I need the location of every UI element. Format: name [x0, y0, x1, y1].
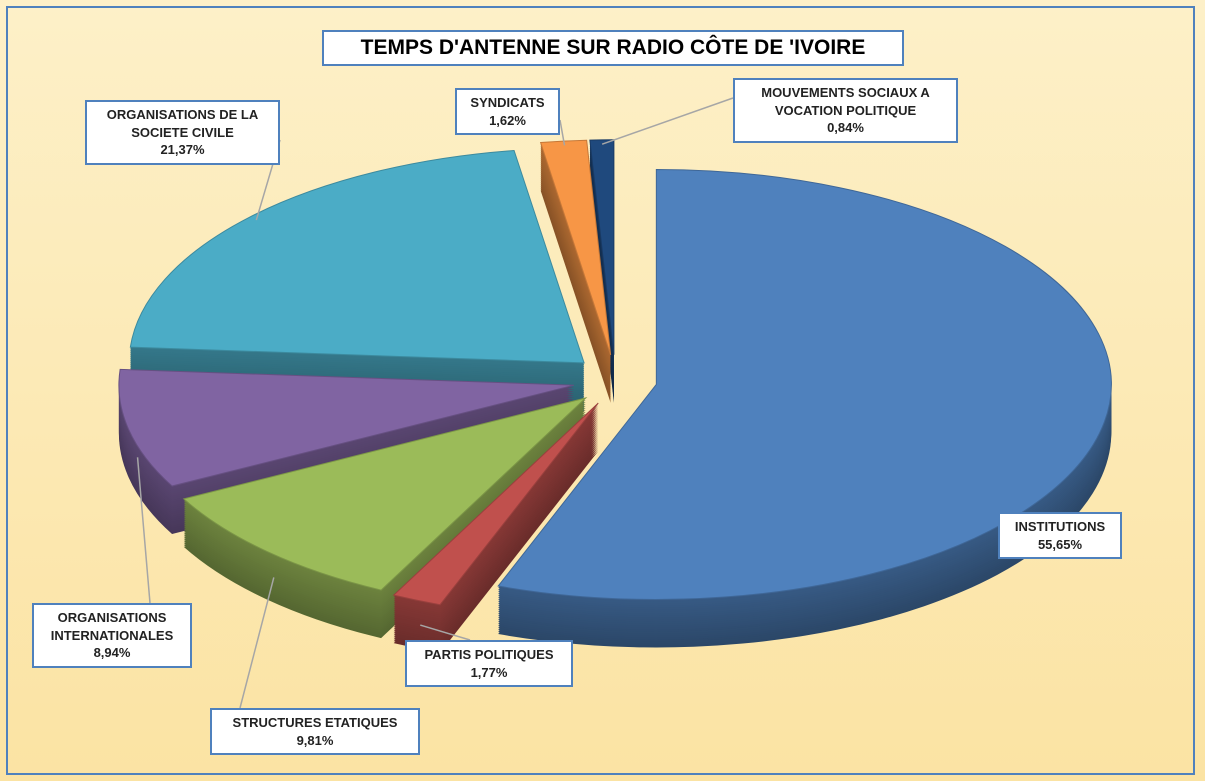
slice-side: [540, 178, 611, 393]
label-name: INSTITUTIONS: [1014, 519, 1106, 534]
data-label: ORGANISATIONS DE LA SOCIETE CIVILE 21,37%: [85, 100, 280, 165]
slice-side: [540, 152, 611, 367]
slice-side: [540, 144, 611, 359]
slice-side: [540, 148, 611, 363]
slice-side: [540, 154, 611, 369]
data-label: MOUVEMENTS SOCIAUX A VOCATION POLITIQUE 0…: [733, 78, 958, 143]
slice-side: [540, 188, 611, 403]
chart-frame: [6, 6, 1195, 775]
label-value: 9,81%: [296, 732, 334, 748]
slice-side: [540, 150, 611, 365]
slice-side: [540, 180, 611, 395]
label-name: ORGANISATIONS DE LA SOCIETE CIVILE: [106, 107, 259, 140]
slice: [497, 168, 1112, 600]
leader-line: [420, 624, 471, 641]
slice-side: [540, 172, 611, 387]
slice-side: [540, 186, 611, 401]
label-name: STRUCTURES ETATIQUES: [232, 715, 398, 730]
leader-line: [136, 457, 151, 604]
slice-side: [540, 176, 611, 391]
leader-line: [559, 119, 566, 146]
leader-line: [601, 97, 734, 145]
label-value: 21,37%: [160, 142, 205, 158]
slice-side: [540, 164, 611, 379]
slice: [118, 368, 575, 487]
label-value: 1,77%: [470, 664, 508, 680]
chart-title: TEMPS D'ANTENNE SUR RADIO CÔTE DE 'IVOIR…: [322, 30, 904, 66]
label-name: SYNDICATS: [470, 95, 545, 110]
label-value: 55,65%: [1037, 536, 1083, 552]
slice-side: [540, 168, 611, 383]
label-value: 8,94%: [93, 645, 131, 661]
data-label: ORGANISATIONS INTERNATIONALES 8,94%: [32, 603, 192, 668]
slice-side: [540, 184, 611, 399]
slice-side: [540, 162, 611, 377]
slice-side: [540, 166, 611, 381]
label-name: ORGANISATIONS INTERNATIONALES: [50, 610, 174, 643]
slice-side: [540, 156, 611, 371]
slice-side: [540, 158, 611, 373]
label-value: 0,84%: [827, 120, 864, 136]
label-name: MOUVEMENTS SOCIAUX A VOCATION POLITIQUE: [761, 85, 930, 118]
slice-side: [540, 170, 611, 385]
slice: [182, 397, 588, 591]
label-name: PARTIS POLITIQUES: [424, 647, 554, 662]
leader-line: [239, 577, 275, 709]
data-label: STRUCTURES ETATIQUES 9,81%: [210, 708, 420, 756]
label-value: 1,62%: [489, 112, 526, 128]
slice: [392, 402, 599, 606]
data-label: SYNDICATS 1,62%: [455, 88, 560, 136]
slice-side: [540, 146, 611, 361]
slice-side: [540, 160, 611, 375]
slice-side: [540, 182, 611, 397]
data-label: INSTITUTIONS 55,65%: [998, 512, 1122, 560]
slice: [129, 149, 585, 364]
data-label: PARTIS POLITIQUES 1,77%: [405, 640, 573, 688]
slice-side: [540, 174, 611, 389]
